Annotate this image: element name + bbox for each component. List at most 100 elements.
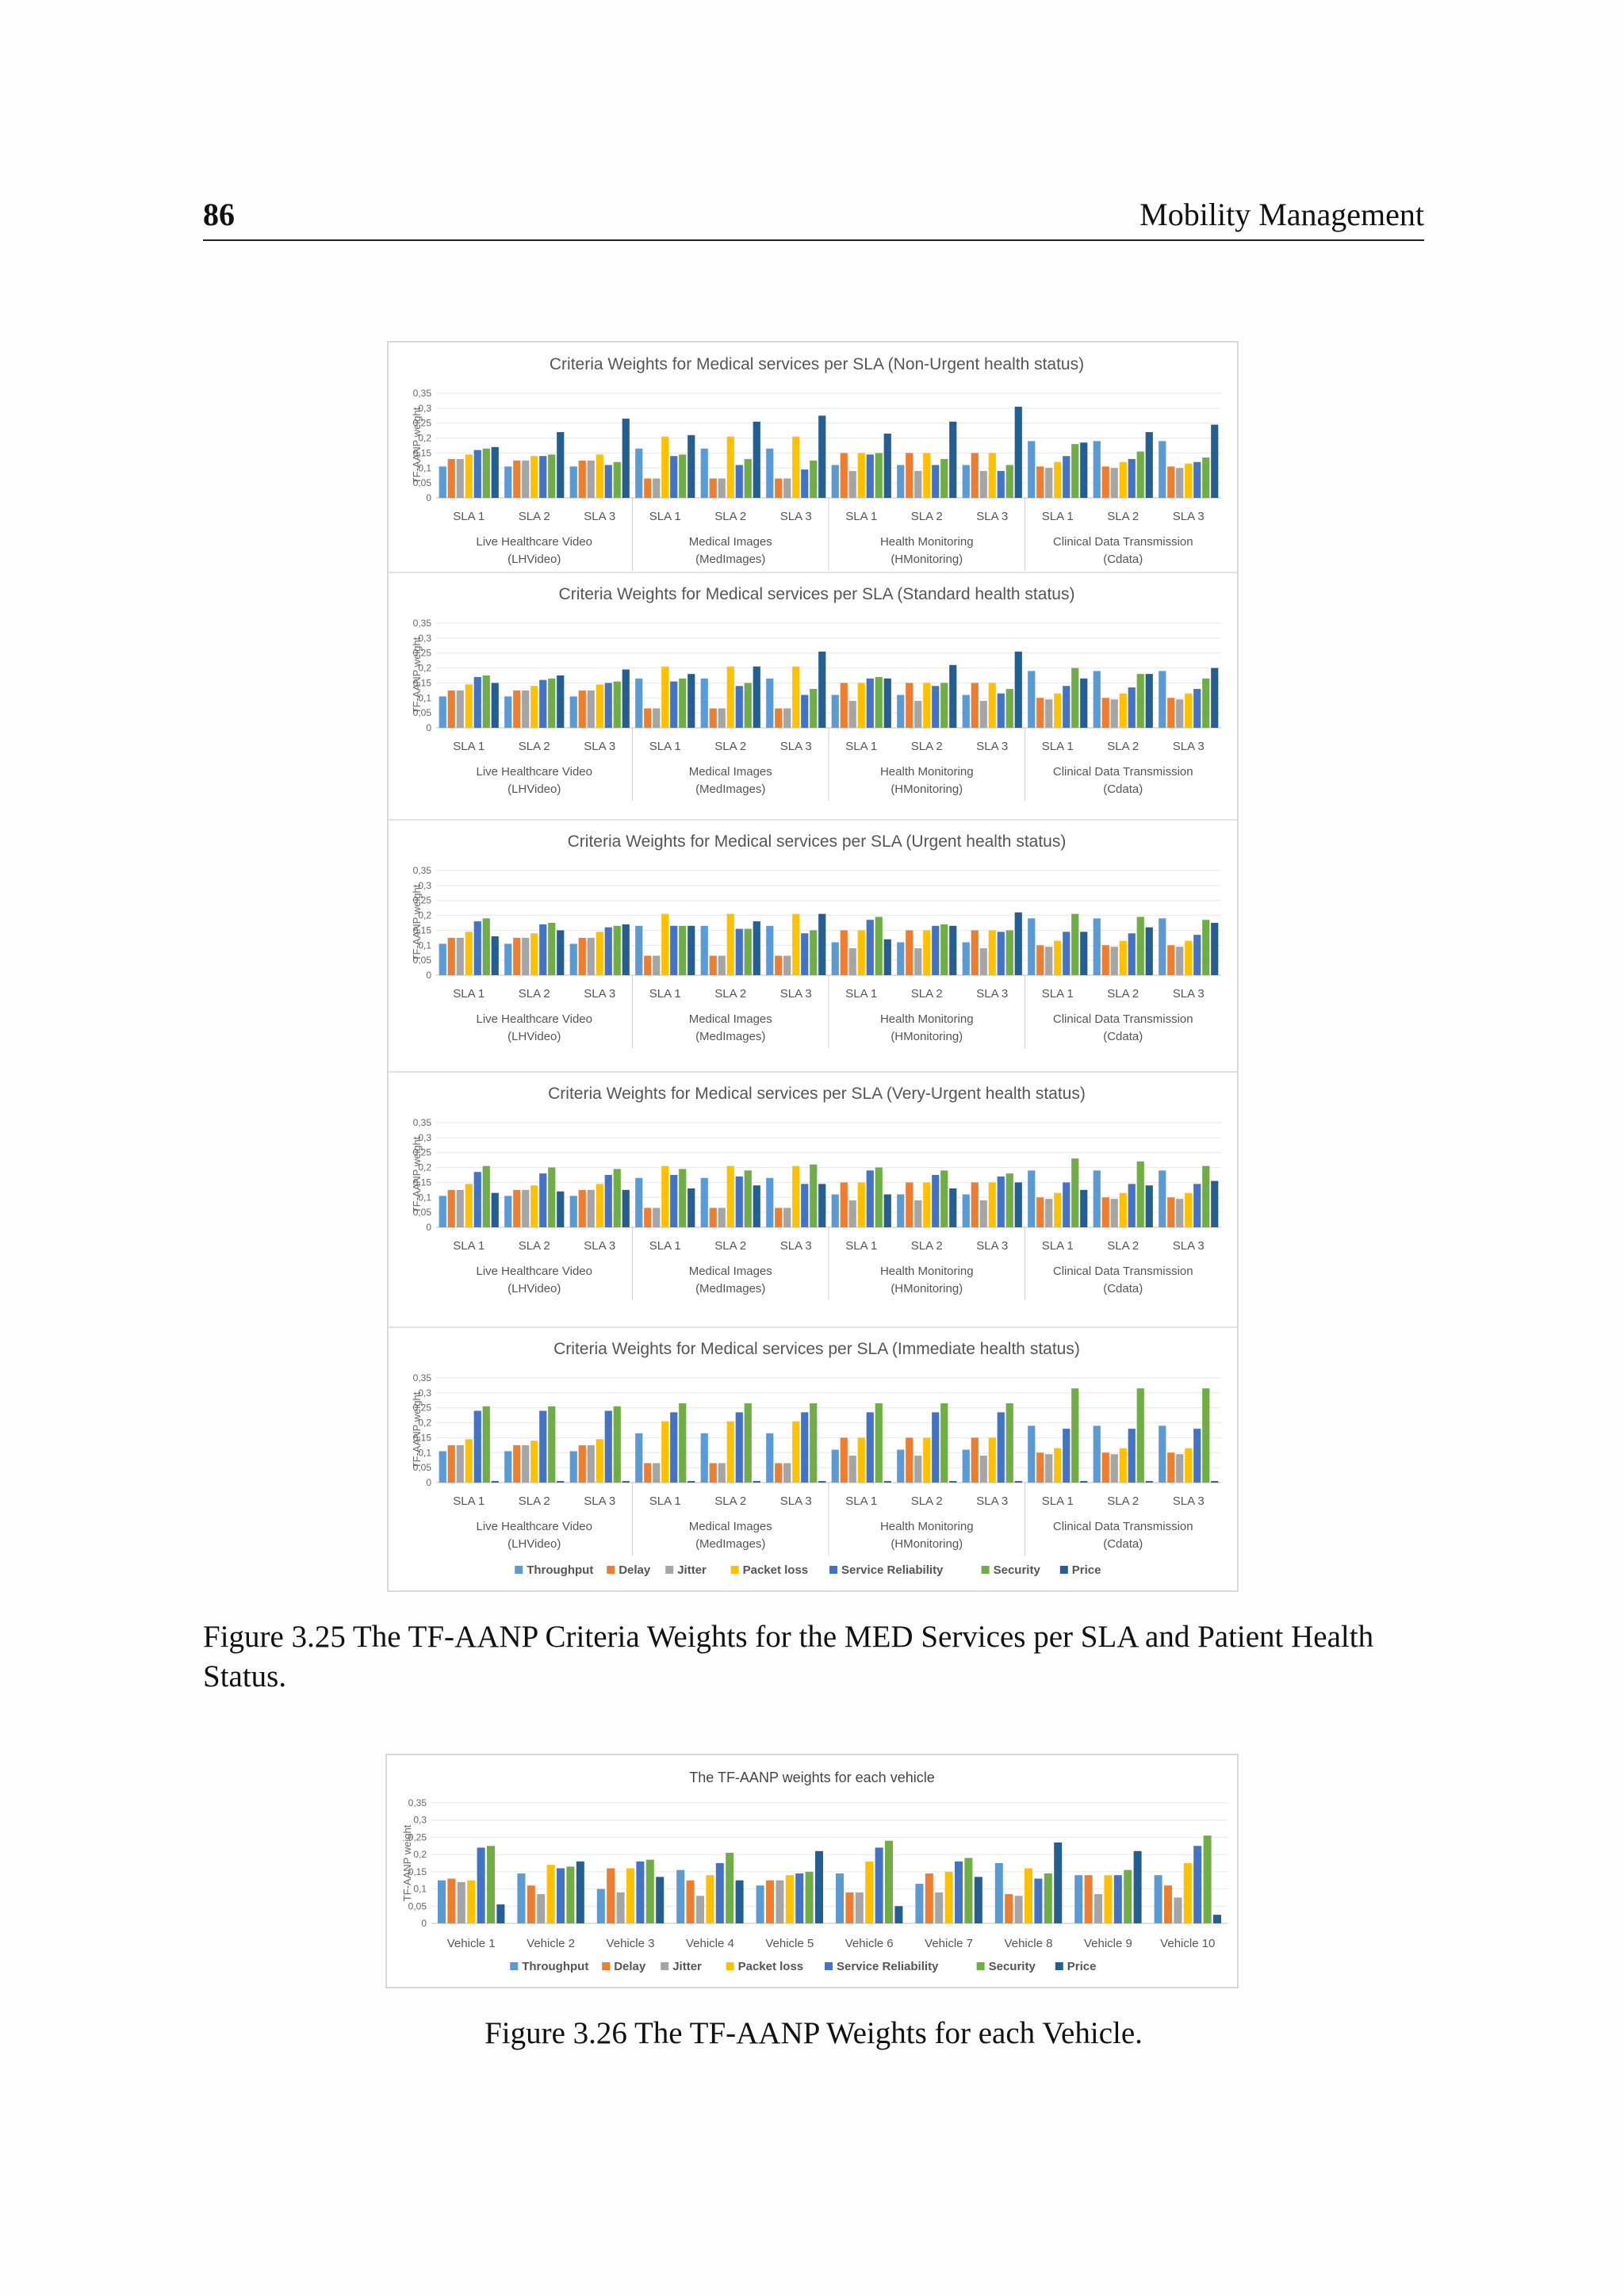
bar-throughput — [1093, 671, 1101, 728]
bar-service-reliability — [1193, 1429, 1201, 1483]
x-tick-label: SLA 3 — [584, 510, 615, 523]
y-tick-label: 0,1 — [418, 939, 431, 951]
group-sublabel: (HMonitoring) — [891, 1537, 963, 1551]
y-axis-label: TF-AANP weight — [411, 637, 423, 714]
bar-delay — [578, 937, 586, 975]
bar-service-reliability — [715, 1863, 724, 1923]
figure2-legend: Throughput Delay Jitter Packet loss Service … — [510, 1960, 1097, 1973]
bar-packet-loss — [726, 436, 734, 498]
bar-delay — [1101, 1452, 1109, 1483]
bar-price — [735, 1880, 744, 1923]
bar-jitter — [1110, 468, 1118, 498]
bar-throughput — [1074, 1875, 1083, 1923]
bar-delay — [578, 1189, 586, 1227]
bar-service-reliability — [604, 465, 612, 498]
bar-security — [1044, 1873, 1052, 1923]
bar-jitter — [1110, 947, 1118, 975]
bar-throughput — [635, 448, 643, 498]
bar-price — [753, 921, 760, 975]
bar-packet-loss — [1185, 940, 1193, 975]
bar-delay — [644, 708, 652, 728]
bar-service-reliability — [539, 1410, 547, 1483]
x-tick-label: Vehicle 2 — [527, 1937, 575, 1950]
vehicle-weights-chart: The TF-AANP weights for each vehicle TF-A… — [401, 1770, 1228, 1973]
bar-packet-loss — [792, 436, 800, 498]
bar-delay — [906, 683, 914, 728]
group-sublabel: (Cdata) — [1103, 553, 1143, 566]
bar-throughput — [439, 696, 446, 728]
bar-service-reliability — [1063, 456, 1071, 498]
y-tick-label: 0 — [426, 970, 431, 981]
bar-throughput — [836, 1873, 844, 1923]
bar-throughput — [504, 1196, 512, 1227]
x-tick-label: SLA 1 — [453, 740, 485, 753]
bar-jitter — [1014, 1896, 1023, 1923]
bar-delay — [644, 1463, 652, 1483]
bar-security — [679, 1169, 687, 1227]
chart-title: Criteria Weights for Medical services pe… — [568, 832, 1067, 851]
bar-throughput — [1159, 918, 1166, 975]
bar-packet-loss — [596, 1184, 603, 1227]
bar-jitter — [783, 1207, 791, 1227]
x-tick-label: SLA 1 — [453, 1494, 485, 1508]
legend-label: Delay — [614, 1960, 646, 1973]
bar-packet-loss — [596, 1439, 603, 1483]
y-tick-label: 0,15 — [413, 447, 432, 458]
group-label: Live Healthcare Video — [477, 765, 592, 779]
bar-throughput — [438, 1880, 446, 1923]
y-tick-label: 0,25 — [413, 895, 432, 906]
y-tick-label: 0,3 — [418, 403, 431, 414]
legend-label: Price — [1067, 1960, 1097, 1973]
bar-service-reliability — [932, 925, 940, 975]
bar-packet-loss — [1185, 463, 1193, 498]
bar-packet-loss — [465, 1184, 473, 1227]
bar-jitter — [456, 937, 464, 975]
bar-throughput — [897, 942, 905, 975]
bar-price — [818, 415, 826, 498]
bar-price — [491, 446, 499, 498]
bar-delay — [513, 460, 521, 498]
y-tick-label: 0,1 — [413, 1884, 427, 1895]
bar-jitter — [1045, 1199, 1053, 1227]
x-tick-label: SLA 2 — [519, 1494, 550, 1508]
figure-3-26-caption: Figure 3.26 The TF-AANP Weights for each… — [485, 2016, 1143, 2050]
x-tick-label: SLA 1 — [453, 1239, 485, 1253]
bar-service-reliability — [1128, 1429, 1136, 1483]
bar-packet-loss — [596, 932, 603, 975]
bar-service-reliability — [735, 686, 743, 728]
bar-service-reliability — [801, 1412, 809, 1483]
bar-packet-loss — [726, 1421, 734, 1483]
bar-jitter — [1045, 468, 1053, 498]
bar-service-reliability — [473, 1172, 481, 1227]
bar-security — [482, 918, 490, 975]
bar-delay — [1167, 698, 1175, 728]
bar-packet-loss — [923, 1437, 931, 1483]
bar-security — [1136, 1388, 1144, 1483]
bar-delay — [845, 1892, 854, 1923]
bar-security — [1071, 913, 1079, 975]
bar-service-reliability — [1128, 687, 1136, 728]
bar-service-reliability — [539, 1173, 547, 1227]
bar-service-reliability — [604, 927, 612, 975]
x-tick-label: SLA 1 — [1042, 1494, 1074, 1508]
bar-security — [613, 461, 621, 498]
x-tick-label: SLA 1 — [1042, 987, 1074, 1001]
y-tick-label: 0,15 — [408, 1866, 427, 1877]
bar-throughput — [569, 943, 577, 975]
y-tick-label: 0,2 — [418, 663, 431, 674]
bar-service-reliability — [997, 471, 1005, 498]
y-tick-label: 0,05 — [413, 955, 432, 966]
bar-security — [482, 1165, 490, 1227]
bar-delay — [971, 930, 979, 975]
bar-security — [548, 454, 556, 498]
x-tick-label: SLA 1 — [845, 510, 877, 523]
x-tick-label: SLA 3 — [976, 510, 1008, 523]
y-tick-label: 0,3 — [418, 880, 431, 891]
x-tick-label: SLA 3 — [780, 740, 812, 753]
y-tick-label: 0,1 — [418, 692, 431, 703]
bar-delay — [1101, 1197, 1109, 1227]
x-tick-label: SLA 2 — [714, 740, 746, 753]
x-tick-label: SLA 1 — [649, 510, 681, 523]
y-tick-label: 0,25 — [413, 418, 432, 429]
bar-delay — [971, 683, 979, 728]
